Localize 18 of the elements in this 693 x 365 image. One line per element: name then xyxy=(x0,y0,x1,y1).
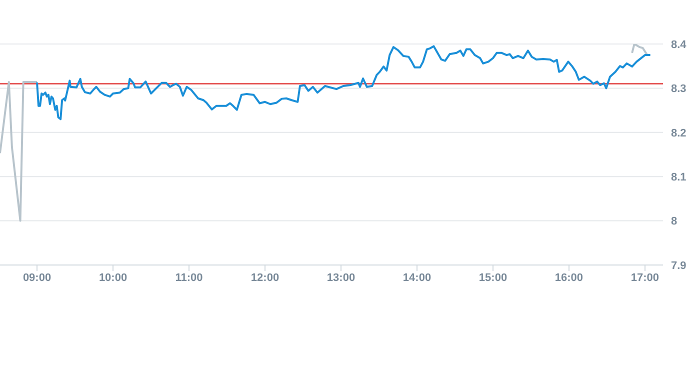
y-tick-label: 8.3 xyxy=(671,83,686,96)
x-tick-label: 16:00 xyxy=(554,272,584,284)
y-tick-label: 8.1 xyxy=(671,172,686,184)
x-tick-label: 13:00 xyxy=(326,272,356,284)
line-series xyxy=(631,44,648,56)
x-tick-label: 15:00 xyxy=(478,272,508,284)
y-tick-label: 8.4 xyxy=(671,38,688,51)
x-tick-label: 14:00 xyxy=(402,272,432,284)
y-tick-label: 8.2 xyxy=(671,127,686,140)
x-tick-label: 17:00 xyxy=(630,272,660,284)
x-tick-label: 11:00 xyxy=(175,272,203,284)
line-series xyxy=(0,81,38,222)
x-tick-label: 09:00 xyxy=(22,272,52,284)
x-tick-label: 10:00 xyxy=(98,272,128,284)
x-tick-label: 12:00 xyxy=(250,272,280,284)
y-tick-label: 8 xyxy=(671,216,678,228)
line-series xyxy=(36,45,652,120)
y-tick-label: 7.9 xyxy=(671,260,686,272)
